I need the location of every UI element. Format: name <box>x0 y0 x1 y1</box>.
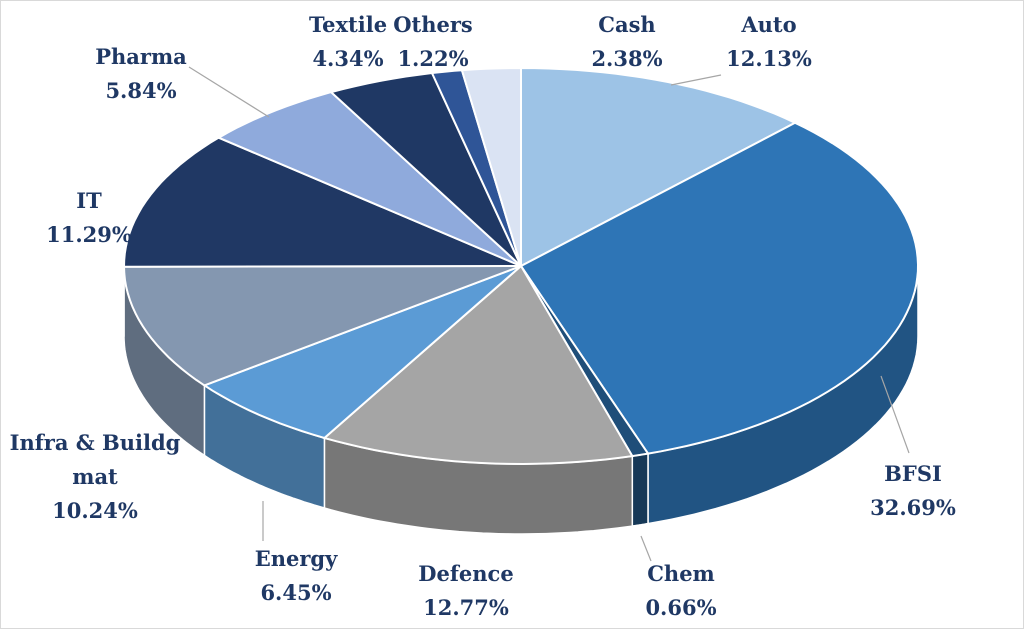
slice-pct-cash: 2.38% <box>591 46 663 71</box>
slice-name-textile: Textile <box>308 12 388 37</box>
slice-pct-defence: 12.77% <box>423 595 509 620</box>
slice-label-cash: Cash 2.38% <box>591 8 662 76</box>
slice-name-defence: Defence <box>418 561 514 586</box>
leader-line-bfsi <box>880 375 910 454</box>
slice-name-cash: Cash <box>598 12 656 37</box>
slice-label-defence: Defence 12.77% <box>418 557 513 625</box>
slice-bfsi <box>519 121 920 455</box>
slice-pct-textile: 4.34% <box>312 46 384 71</box>
slice-label-energy: Energy 6.45% <box>255 542 338 610</box>
slice-label-bfsi: BFSI 32.69% <box>870 457 956 525</box>
slice-pct-chem: 0.66% <box>645 595 717 620</box>
leader-line-chem <box>640 535 652 562</box>
slice-label-textile: Textile 4.34% <box>309 8 387 76</box>
slice-pharma <box>216 90 522 267</box>
slice-name-energy: Energy <box>254 546 338 571</box>
slice-pct-energy: 6.45% <box>260 580 332 605</box>
leader-line-pharma <box>188 66 270 118</box>
slice-energy <box>202 265 522 440</box>
slice-label-pharma: Pharma 5.84% <box>95 40 187 108</box>
slice-name-others: Others <box>393 12 473 37</box>
slice-auto <box>520 66 798 268</box>
slice-pct-auto: 12.13% <box>726 46 812 71</box>
pie-side-walls <box>123 265 919 535</box>
slice-label-it: IT 11.29% <box>46 184 132 252</box>
slice-name-chem: Chem <box>647 561 715 586</box>
slice-pct-pharma: 5.84% <box>105 78 177 103</box>
slice-name-pharma: Pharma <box>95 44 187 69</box>
slice-label-infra: Infra & Buildg mat 10.24% <box>6 426 184 528</box>
slice-label-others: Others 1.22% <box>393 8 473 76</box>
slice-name-bfsi: BFSI <box>884 461 942 486</box>
slice-name-auto: Auto <box>741 12 797 37</box>
slice-pct-it: 11.29% <box>46 222 132 247</box>
pie-top-faces <box>122 66 920 466</box>
slice-it <box>122 136 522 268</box>
leader-line-auto <box>670 74 722 86</box>
slice-name-infra: Infra & Buildg mat <box>9 430 181 489</box>
slice-cash <box>460 66 522 267</box>
slice-defence <box>322 264 634 466</box>
slice-infra-buildg-mat <box>122 265 522 387</box>
slice-label-chem: Chem 0.66% <box>645 557 716 625</box>
slice-pct-others: 1.22% <box>397 46 469 71</box>
slice-pct-infra: 10.24% <box>52 498 138 523</box>
slice-textile <box>329 71 522 267</box>
slice-pct-bfsi: 32.69% <box>870 495 956 520</box>
slice-side-chem <box>631 452 649 528</box>
slice-name-it: IT <box>76 188 102 213</box>
slice-label-auto: Auto 12.13% <box>726 8 812 76</box>
